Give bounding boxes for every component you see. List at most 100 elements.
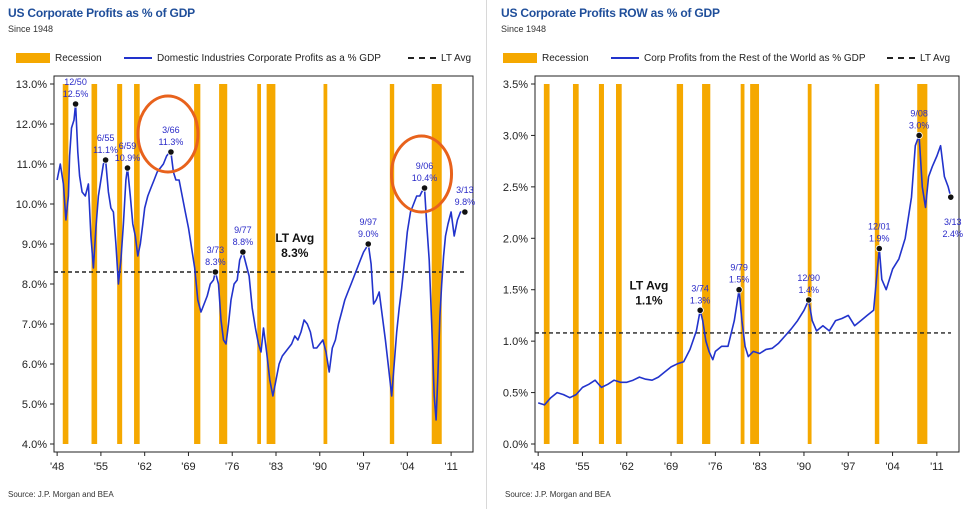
legend-label-avg: LT Avg [441,52,472,64]
legend-label-recession: Recession [542,52,589,64]
y-tick-label: 1.5% [503,285,528,297]
x-tick-label: '04 [885,461,899,473]
recession-bar [134,84,140,444]
legend-swatch-series [124,57,152,59]
annotation-date: 9/06 [416,161,434,171]
recession-bar [702,84,711,444]
x-tick-label: '90 [797,461,811,473]
legend-swatch-series [611,57,639,59]
y-tick-label: 8.0% [22,279,47,291]
legend-label-avg: LT Avg [920,52,951,64]
y-tick-label: 13.0% [16,79,47,91]
x-tick-label: '97 [356,461,370,473]
annotation-value: 9.8% [455,197,476,207]
annotation-date: 6/55 [97,133,115,143]
recession-bar [219,84,228,444]
recession-bar [807,84,812,444]
x-tick-label: '69 [664,461,678,473]
peak-marker [211,268,219,276]
series-line [56,103,465,421]
legend-item-avg: LT Avg [408,49,471,67]
annotation-date: 6/59 [119,141,137,151]
recession-bar [917,84,928,444]
recession-bar [257,84,261,444]
x-tick-label: '55 [575,461,589,473]
peak-marker [167,148,175,156]
x-tick-label: '69 [181,461,195,473]
plot-frame [534,75,960,453]
y-tick-label: 3.0% [503,130,528,142]
annotation-date: 9/08 [910,108,928,118]
chart-title: US Corporate Profits as % of GDP [8,6,195,20]
chart-legend: Recession Domestic Industries Corporate … [16,49,481,67]
annotation-value: 8.8% [233,237,254,247]
peak-marker [101,156,110,164]
annotation-value: 10.9% [115,153,141,163]
recession-bar [323,84,328,444]
recession-bar [676,84,684,444]
chart-subtitle: Since 1948 [501,24,547,34]
peak-marker [875,244,883,253]
annotation-date: 3/66 [162,125,180,135]
legend-swatch-recession [16,53,50,63]
recession-bar [117,84,123,444]
x-tick-label: '55 [94,461,108,473]
annotation-date: 12/01 [868,222,891,232]
lt-avg-value: 1.1% [635,294,663,308]
highlight-circle [390,134,454,214]
x-tick-label: '76 [225,461,239,473]
y-tick-label: 5.0% [22,399,47,411]
y-tick-label: 10.0% [16,199,47,211]
annotation-date: 3/73 [207,245,225,255]
recession-bar [616,84,622,444]
chart-title: US Corporate Profits ROW as % of GDP [501,6,720,20]
legend-label-recession: Recession [55,52,102,64]
annotation-value: 12.5% [63,89,89,99]
peak-marker [364,240,372,248]
x-tick-label: '90 [313,461,327,473]
peak-marker [947,193,955,201]
x-tick-label: '48 [531,461,545,473]
x-tick-label: '83 [269,461,283,473]
highlight-circle [136,94,200,174]
annotation-date: 3/13 [944,217,962,227]
recession-bar [874,84,880,444]
plot-area-domestic: 4.0% 5.0% 6.0% 7.0% 8.0% 9.0% 10.0% 11.0% 12.0% 1… [16,75,476,473]
annotation-value: 9.0% [358,229,379,239]
chart-legend: Recession Corp Profits from the Rest of … [503,49,965,67]
recession-bar [389,84,395,444]
peak-marker [915,131,923,140]
y-tick-label: 2.0% [503,233,528,245]
legend-item-series: Corp Profits from the Rest of the World … [611,49,866,67]
recession-bar [572,84,579,444]
recession-bar [431,84,442,444]
y-tick-label: 1.0% [503,336,528,348]
recession-bar [750,84,760,444]
legend-swatch-recession [503,53,537,63]
recession-bar [543,84,550,444]
plot-area-row: 0.0% 0.5% 1.0% 1.5% 2.0% 2.5% 3.0% 3.5% '48 '55 '6… [503,75,964,473]
legend-label-series: Corp Profits from the Rest of the World … [644,52,866,64]
annotation-date: 12/50 [64,77,87,87]
annotation-value: 10.4% [412,173,438,183]
chart-subtitle: Since 1948 [8,24,54,34]
annotation-value: 1.9% [869,234,890,244]
annotation-date: 12/90 [797,273,820,283]
lt-avg-label: LT Avg [629,279,668,293]
peak-marker [696,306,704,314]
x-tick-label: '62 [620,461,634,473]
legend-swatch-avg [408,57,436,59]
chart-panel-row: US Corporate Profits ROW as % of GDP Sin… [491,0,967,509]
y-tick-label: 12.0% [16,119,47,131]
annotation-value: 2.4% [943,229,964,239]
recession-bar [194,84,201,444]
panel-divider [486,0,487,509]
peak-marker [420,184,429,192]
recession-bar [266,84,276,444]
chart-source: Source: J.P. Morgan and BEA [8,490,114,499]
peak-marker [123,164,132,172]
y-tick-label: 3.5% [503,79,528,91]
legend-swatch-avg [887,57,915,59]
annotation-date: 9/97 [359,217,377,227]
x-tick-label: '48 [50,461,64,473]
